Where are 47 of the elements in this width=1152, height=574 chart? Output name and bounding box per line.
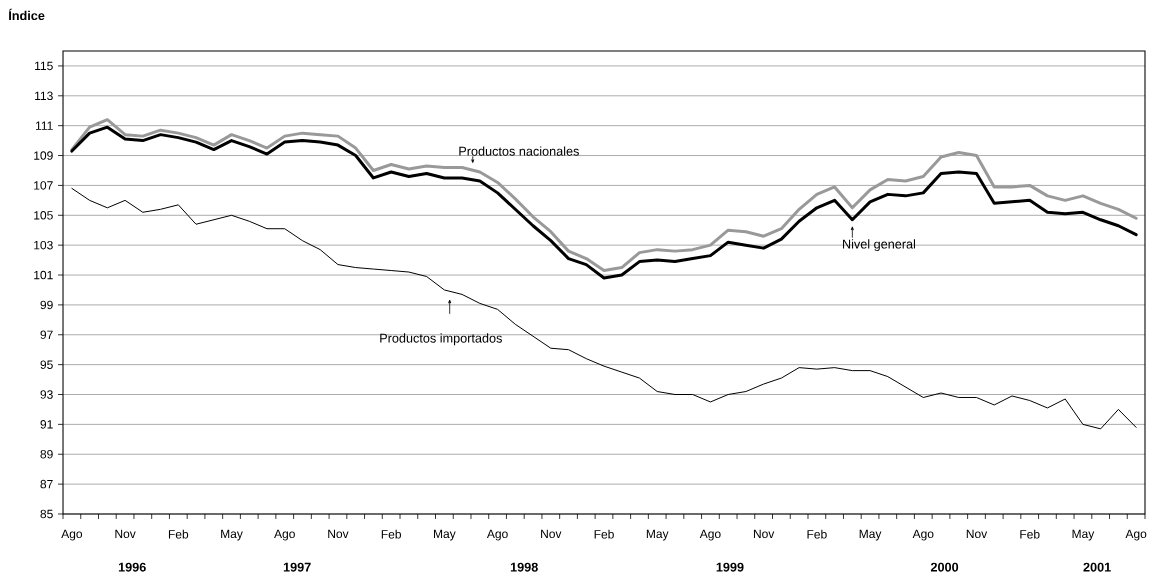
y-tick-label: 111: [35, 121, 53, 130]
x-tick-label: Ago: [486, 529, 508, 541]
x-tick-label: May: [221, 529, 243, 541]
y-tick-label: 113: [35, 91, 53, 101]
y-tick-label: 87: [40, 479, 53, 489]
y-tick-label: 107: [34, 181, 53, 190]
text: 2001: [1083, 562, 1111, 572]
x-tick-label: Nov: [328, 529, 349, 539]
y-tick-label: 97: [40, 330, 53, 340]
text: 1997: [283, 562, 311, 572]
x-tick-label: Feb: [381, 529, 401, 539]
x-tick-label: Ago: [1125, 529, 1147, 541]
x-tick-label: Feb: [807, 529, 827, 539]
y-tick-label: 95: [40, 360, 53, 369]
x-tick-label: May: [434, 529, 456, 541]
x-tick-label: May: [646, 529, 669, 541]
y-tick-label: 109: [34, 151, 53, 160]
x-tick-label: Nov: [115, 529, 136, 539]
x-tick-label: May: [1072, 529, 1095, 541]
x-tick-label: Feb: [168, 529, 189, 539]
text: 2000: [930, 562, 959, 572]
y-tick-label: 85: [40, 509, 53, 519]
legend-label: Nivel general: [843, 239, 916, 252]
x-tick-label: Feb: [1020, 529, 1040, 539]
y-tick-label: 103: [34, 240, 53, 250]
y-tick-label: 89: [40, 449, 53, 459]
x-tick-label: Ago: [61, 529, 83, 541]
y-tick-label: 115: [35, 61, 53, 71]
y-axis-title: Índice: [8, 8, 45, 21]
y-tick-label: 105: [34, 211, 53, 220]
y-tick-label: 99: [40, 300, 53, 310]
series-label: Productos nacionales: [459, 146, 579, 156]
x-tick-label: Ago: [912, 529, 934, 541]
x-tick-label: Nov: [541, 529, 562, 539]
series-label: Productos importados: [380, 333, 502, 346]
y-tick-label: 101: [34, 270, 53, 280]
y-tick-label: 91: [40, 420, 53, 429]
text: 1999: [716, 562, 744, 572]
y-tick-label: 93: [40, 390, 53, 399]
x-tick-label: Nov: [966, 529, 988, 539]
x-tick-label: Feb: [594, 529, 614, 539]
text: 1996: [118, 562, 146, 572]
text: 1998: [510, 562, 538, 572]
x-tick-label: Ago: [699, 529, 721, 541]
x-tick-label: Nov: [753, 529, 775, 539]
x-tick-label: May: [859, 529, 882, 541]
x-tick-label: Ago: [274, 529, 295, 541]
